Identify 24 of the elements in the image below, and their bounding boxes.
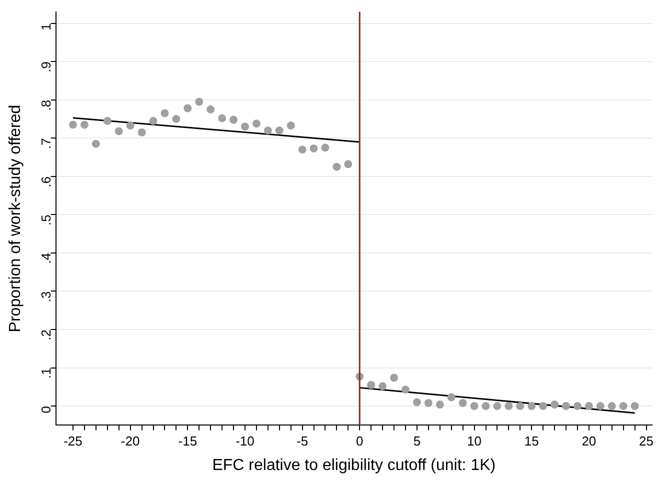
y-tick-label: .5 <box>38 214 54 226</box>
x-tick-label: -25 <box>64 434 82 449</box>
y-tick-label: 0 <box>38 406 54 414</box>
x-tick-label: 25 <box>639 434 654 449</box>
y-tick-label: .9 <box>38 62 54 72</box>
y-tick-label: .2 <box>38 330 54 340</box>
x-tick-label: 5 <box>413 434 421 449</box>
x-tick-label: -20 <box>120 434 140 449</box>
x-tick-label: 15 <box>524 434 539 449</box>
y-tick-label: .4 <box>38 252 54 264</box>
x-tick-label: 10 <box>467 434 482 449</box>
y-axis-title: Proportion of work-study offered <box>7 104 24 332</box>
y-tick-label: .1 <box>38 368 54 379</box>
y-tick-label: .3 <box>38 291 54 302</box>
y-tick-label: .6 <box>38 176 54 188</box>
x-tick-label: -5 <box>296 434 308 449</box>
y-tick-label: 1 <box>38 23 54 31</box>
x-tick-label: 20 <box>582 434 596 449</box>
y-tick-label: .7 <box>38 138 54 149</box>
y-tick-label: .8 <box>38 100 54 111</box>
x-tick-label: 0 <box>356 434 364 449</box>
x-axis-title: EFC relative to eligibility cutoff (unit: 1K) <box>212 456 496 474</box>
x-tick-label: -10 <box>236 434 254 449</box>
x-tick-label: -15 <box>178 434 198 449</box>
